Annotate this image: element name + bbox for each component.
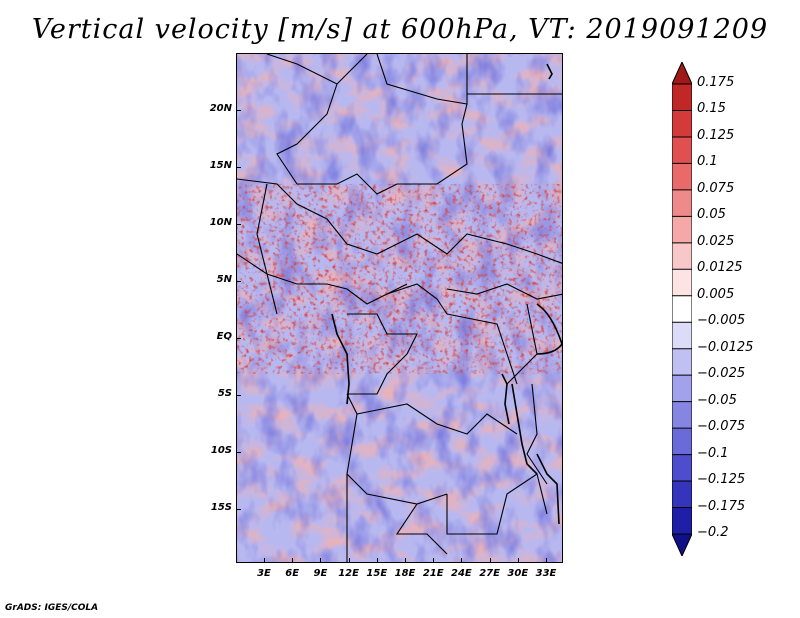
colorbar-swatch — [672, 242, 692, 270]
colorbar-swatch — [672, 322, 692, 349]
lat-label-5n: 5N — [216, 274, 232, 285]
lon-label-3e: 3E — [257, 568, 271, 579]
colorbar-swatch — [672, 189, 692, 217]
colorbar-label: 0.175 — [697, 75, 735, 90]
lon-tick — [461, 558, 463, 563]
colorbar-label: −0.005 — [697, 313, 746, 329]
lon-tick — [489, 558, 491, 563]
lat-tick — [236, 281, 241, 282]
lat-label-15n: 15N — [209, 160, 232, 171]
colorbar-label: −0.025 — [697, 366, 746, 382]
lon-label-21e: 21E — [422, 568, 444, 579]
colorbar-label: −0.2 — [697, 525, 729, 540]
colorbar-label: 0.025 — [697, 233, 735, 249]
colorbar-label: 0.15 — [697, 101, 726, 117]
lat-label-15s: 15S — [210, 502, 232, 513]
colorbar-swatch — [672, 534, 692, 556]
colorbar-label: −0.05 — [697, 392, 737, 408]
lon-label-12e: 12E — [338, 568, 359, 579]
colorbar-swatch — [672, 454, 692, 482]
country-borders — [237, 54, 562, 562]
lon-label-24e: 24E — [451, 568, 472, 579]
lat-tick — [236, 110, 241, 111]
colorbar-label: 0.0125 — [697, 260, 743, 276]
map-title: Vertical velocity [m/s] at 600hPa, VT: 2… — [31, 14, 769, 45]
colorbar-label: 0.125 — [697, 127, 735, 143]
colorbar-swatch — [672, 163, 692, 190]
lat-tick — [236, 395, 241, 396]
colorbar-swatch — [672, 401, 692, 429]
colorbar-swatch — [672, 110, 692, 137]
lat-tick — [236, 452, 241, 453]
colorbar-swatch — [672, 295, 692, 323]
colorbar-swatch — [672, 84, 692, 111]
colorbar-swatch — [672, 269, 692, 296]
lat-label-5s: 5S — [217, 388, 232, 399]
convective-updrafts — [237, 184, 562, 374]
colorbar-label: 0.1 — [697, 154, 718, 170]
lon-label-30e: 30E — [507, 568, 529, 579]
lon-label-9e: 9E — [313, 568, 328, 579]
colorbar — [672, 62, 692, 556]
map-panel — [236, 53, 563, 563]
colorbar-label: 0.05 — [697, 207, 726, 223]
lat-tick — [236, 509, 241, 510]
lon-tick — [292, 558, 294, 563]
colorbar-label: −0.1 — [697, 445, 729, 461]
lat-label-eq: EQ — [216, 331, 232, 342]
colorbar-label: −0.125 — [697, 472, 746, 488]
colorbar-swatch — [672, 136, 692, 164]
lat-label-10n: 10N — [209, 217, 232, 228]
lakes-and-coast — [331, 63, 562, 525]
lon-tick — [348, 558, 350, 563]
colorbar-swatch — [672, 507, 692, 534]
vertical-velocity-field — [237, 54, 562, 562]
lon-tick — [264, 558, 265, 563]
lat-tick — [236, 167, 241, 168]
colorbar-swatch — [672, 428, 692, 455]
colorbar-label: 0.075 — [697, 180, 735, 196]
colorbar-swatch — [672, 375, 692, 402]
colorbar-label: −0.0125 — [697, 339, 754, 355]
lat-tick — [236, 338, 241, 339]
lon-label-33e: 33E — [535, 568, 557, 579]
lon-tick — [546, 558, 547, 563]
lon-tick — [320, 558, 322, 563]
colorbar-label: −0.175 — [697, 498, 746, 514]
colorbar-swatch — [672, 62, 692, 84]
lat-tick — [236, 224, 241, 225]
colorbar-swatch — [672, 481, 692, 508]
lat-label-10s: 10S — [210, 445, 232, 456]
lon-tick — [433, 558, 435, 563]
lon-tick — [376, 558, 378, 563]
colorbar-swatch — [672, 216, 692, 243]
colorbar-swatch — [672, 348, 692, 376]
colorbar-label: 0.005 — [697, 286, 735, 302]
grads-credit: GrADS: IGES/COLA — [5, 603, 99, 613]
lon-tick — [405, 558, 406, 563]
lon-label-27e: 27E — [479, 568, 500, 579]
lon-label-6e: 6E — [285, 568, 300, 579]
colorbar-label: −0.075 — [697, 419, 746, 435]
lon-tick — [517, 558, 519, 563]
lon-label-15e: 15E — [366, 568, 388, 579]
lat-label-20n: 20N — [209, 103, 232, 114]
lon-label-18e: 18E — [394, 568, 416, 579]
